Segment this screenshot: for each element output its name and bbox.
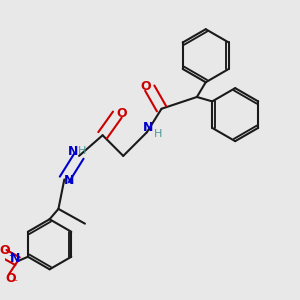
Text: N: N — [10, 252, 20, 265]
Text: O: O — [116, 107, 127, 120]
Text: O: O — [5, 272, 16, 285]
Text: O: O — [140, 80, 151, 93]
Text: O: O — [0, 244, 10, 257]
Text: N: N — [143, 122, 154, 134]
Text: ⁻: ⁻ — [13, 278, 18, 288]
Text: N: N — [64, 174, 74, 188]
Text: N: N — [68, 145, 78, 158]
Text: +: + — [8, 251, 14, 260]
Text: H: H — [78, 146, 86, 157]
Text: H: H — [154, 129, 162, 139]
